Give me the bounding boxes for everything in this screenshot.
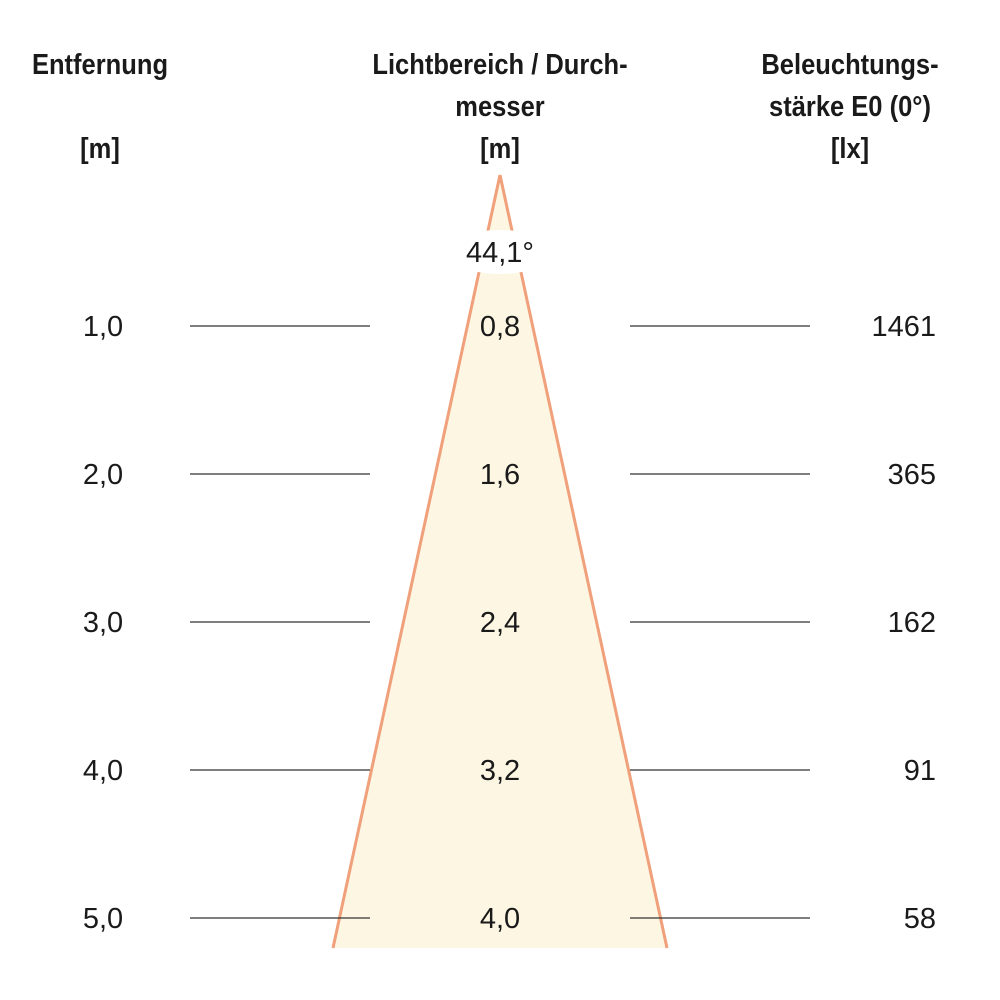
- beam-angle-label-background: [448, 230, 552, 274]
- diameter-value: 4,0: [480, 903, 520, 935]
- illuminance-value: 1461: [871, 311, 936, 343]
- header-distance-title: Entfernung: [31, 49, 169, 81]
- distance-value: 2,0: [83, 459, 123, 491]
- light-cone-left-edge: [331, 174, 502, 949]
- distance-value: 3,0: [83, 607, 123, 639]
- light-cone-right-edge: [498, 174, 669, 949]
- header-diameter-title-line2: messer: [455, 91, 545, 123]
- distance-value: 5,0: [83, 903, 123, 935]
- diameter-value: 2,4: [480, 607, 520, 639]
- diameter-value: 3,2: [480, 755, 520, 787]
- header-distance: Entfernung [m]: [12, 44, 188, 170]
- header-illuminance-unit: [lx]: [830, 133, 870, 165]
- light-cone: [333, 175, 667, 948]
- header-illuminance-title-line2: stärke E0 (0°): [768, 91, 932, 123]
- header-diameter: Lichtbereich / Durch- messer [m]: [350, 44, 649, 170]
- illuminance-value: 365: [888, 459, 936, 491]
- beam-angle-label: 44,1°: [466, 237, 534, 269]
- diameter-value: 0,8: [480, 311, 520, 343]
- illuminance-value: 162: [888, 607, 936, 639]
- header-distance-unit: [m]: [80, 133, 120, 165]
- header-diameter-unit: [m]: [480, 133, 520, 165]
- illuminance-value: 91: [904, 755, 936, 787]
- header-illuminance-title-line1: Beleuchtungs-: [761, 49, 939, 81]
- distance-value: 4,0: [83, 755, 123, 787]
- illuminance-value: 58: [904, 903, 936, 935]
- distance-rows: 1,0 0,8 1461 2,0 1,6 365 3,0 2,4 162 4,0 3,2 91 5,0 4…: [83, 311, 936, 935]
- diameter-value: 1,6: [480, 459, 520, 491]
- distance-value: 1,0: [83, 311, 123, 343]
- header-illuminance: Beleuchtungs- stärke E0 (0°) [lx]: [736, 44, 965, 170]
- header-diameter-title-line1: Lichtbereich / Durch-: [372, 49, 628, 81]
